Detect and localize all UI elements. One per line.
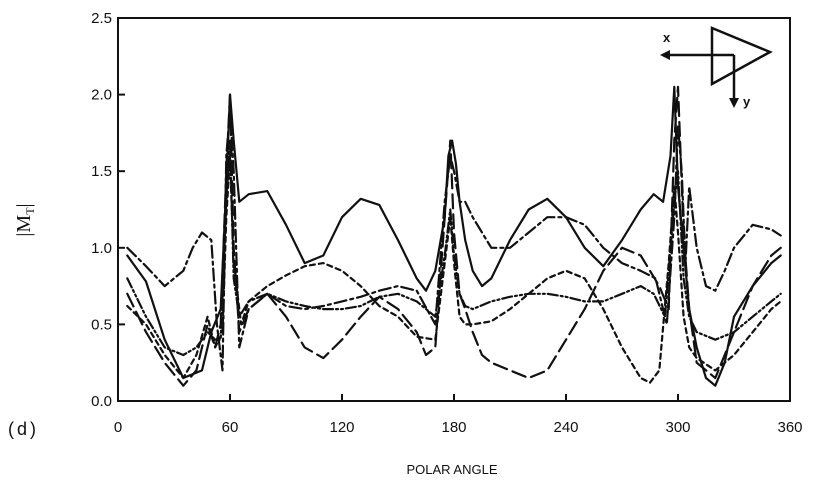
y-tick-label: 0.0 (91, 393, 112, 410)
y-tick-label: 2.0 (91, 87, 112, 104)
y-axis-title-close: | (13, 203, 35, 207)
x-axis-title: POLAR ANGLE (406, 462, 497, 477)
series-line-dash-dot-dot (126, 139, 782, 357)
x-tick-label: 240 (553, 419, 578, 436)
x-tick-label: 300 (665, 419, 690, 436)
y-axis-title-main: |M (13, 215, 35, 237)
y-tick-label: 0.5 (91, 316, 112, 333)
x-tick-label: 120 (329, 419, 354, 436)
inset-diagram: x y (660, 26, 773, 109)
inset-x-arrowhead (660, 50, 670, 60)
x-tick-label: 60 (222, 419, 239, 436)
y-tick-label: 1.0 (91, 240, 112, 257)
series-line-dash-dot (126, 108, 782, 372)
x-tick-label: 360 (777, 419, 802, 436)
inset-y-arrowhead (729, 98, 739, 108)
x-tick-label: 0 (114, 419, 122, 436)
panel-label: (d) (8, 419, 39, 439)
y-tick-label: 1.5 (91, 163, 112, 180)
y-axis-title: |MT| (13, 203, 37, 236)
x-tick-label: 180 (441, 419, 466, 436)
svg-text:|MT|: |MT| (13, 203, 37, 236)
y-tick-label: 2.5 (91, 10, 112, 27)
inset-y-label: y (743, 94, 751, 109)
y-axis-title-sub: T (23, 207, 37, 215)
series-layer (126, 85, 782, 387)
axis-ticks: 0 60 120 180 240 300 360 0.0 0.5 1.0 1.5 2.0 2.5 (91, 10, 802, 436)
series-line-short-dash (126, 154, 782, 384)
inset-x-label: x (663, 30, 671, 45)
